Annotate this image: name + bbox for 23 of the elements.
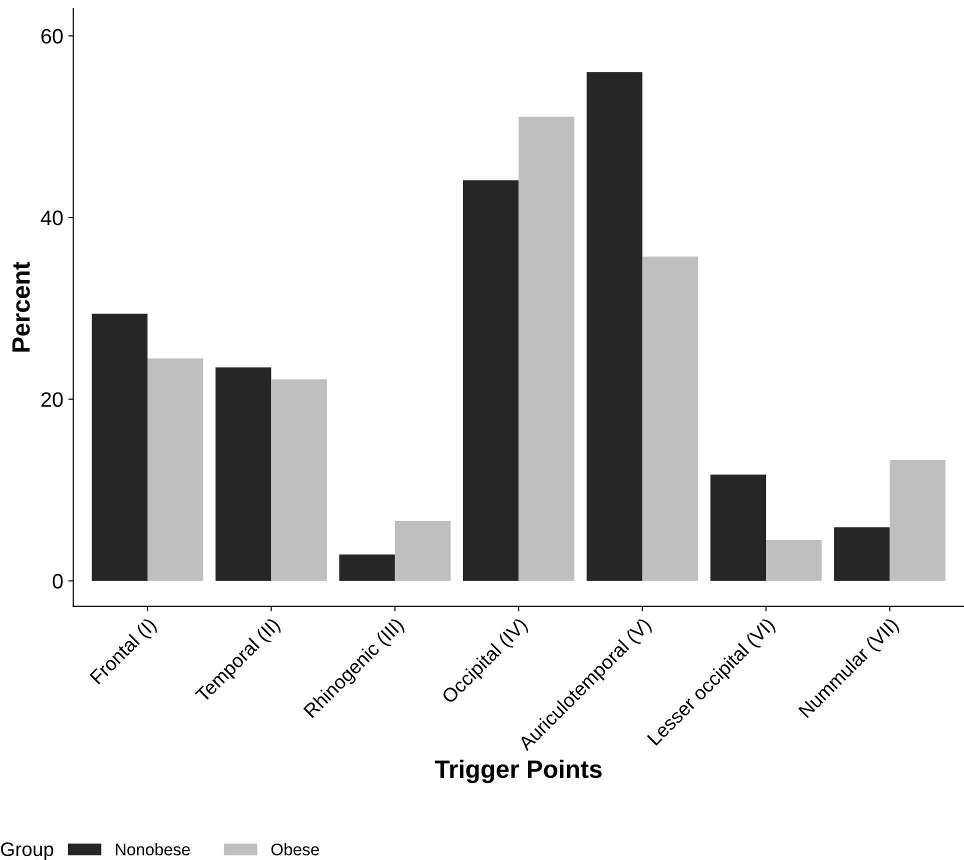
y-tick-label: 40 bbox=[40, 210, 63, 226]
bar bbox=[834, 527, 890, 581]
y-tick-label: 20 bbox=[41, 392, 63, 407]
bar bbox=[586, 72, 642, 581]
legend-title: Group bbox=[0, 842, 54, 860]
bar bbox=[642, 256, 698, 581]
bar bbox=[890, 460, 946, 581]
bar bbox=[271, 379, 327, 581]
bar bbox=[462, 180, 519, 581]
legend-label: Nonobese bbox=[116, 843, 190, 856]
bar bbox=[147, 358, 204, 581]
bar bbox=[216, 367, 272, 581]
legend-label: Obese bbox=[271, 843, 319, 856]
y-tick-label: 60 bbox=[41, 28, 63, 44]
bar bbox=[92, 314, 148, 581]
y-axis-title: Percent bbox=[12, 262, 30, 352]
bar bbox=[394, 520, 451, 581]
y-tick-label: 0 bbox=[52, 574, 63, 589]
bar bbox=[766, 540, 822, 581]
bar bbox=[518, 116, 574, 581]
bar bbox=[710, 474, 766, 581]
bar bbox=[339, 554, 395, 581]
x-axis-title: Trigger Points bbox=[434, 760, 602, 784]
